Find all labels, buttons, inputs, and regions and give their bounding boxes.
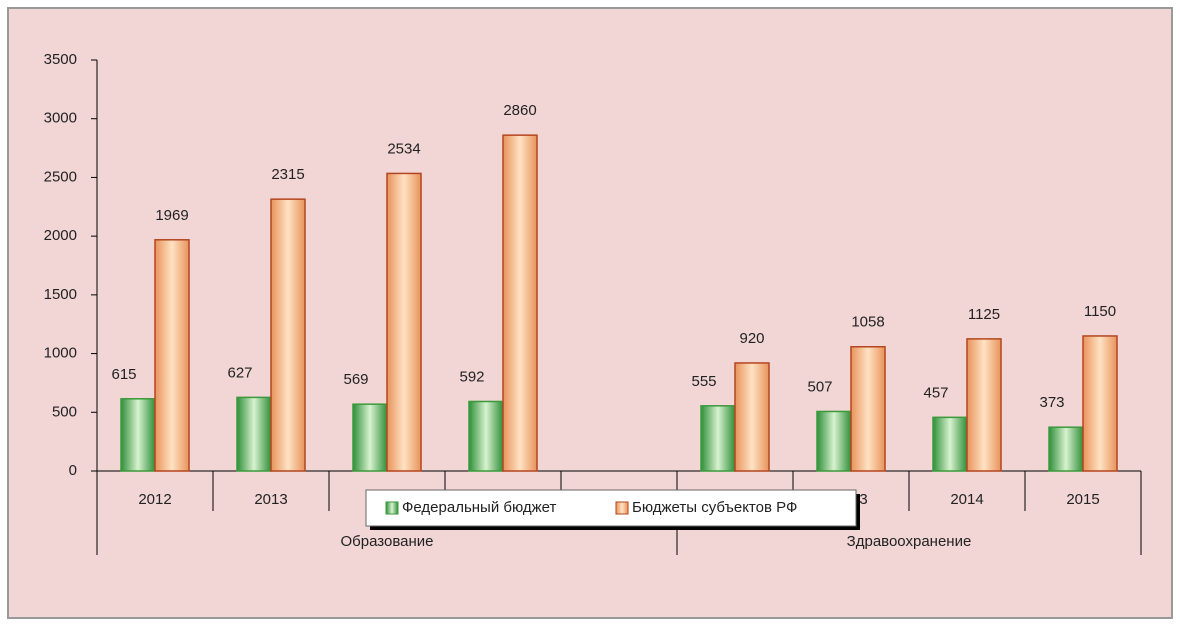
y-tick-label: 3000: [44, 110, 77, 127]
bar: [850, 346, 886, 472]
legend-swatch: [385, 501, 399, 515]
bar: [932, 416, 968, 472]
group-label: Образование: [341, 533, 434, 550]
data-label: 1125: [968, 306, 1000, 323]
data-label: 1150: [1084, 303, 1116, 320]
data-label: 920: [739, 330, 764, 347]
data-label: 1969: [155, 207, 188, 224]
x-tick-label: 2012: [138, 491, 171, 508]
legend: [365, 489, 857, 527]
data-label: 2315: [271, 166, 304, 183]
bar: [502, 134, 538, 472]
bar: [386, 172, 422, 472]
data-label: 569: [343, 371, 368, 388]
bar: [1082, 335, 1118, 472]
bar: [734, 362, 770, 472]
data-label: 507: [807, 378, 832, 395]
y-tick-label: 2000: [44, 227, 77, 244]
data-label: 457: [923, 384, 948, 401]
data-label: 555: [691, 373, 716, 390]
bar: [120, 398, 156, 472]
y-tick-label: 1500: [44, 286, 77, 303]
data-label: 373: [1039, 394, 1064, 411]
bar: [816, 410, 852, 472]
bar: [468, 400, 504, 472]
data-label: 627: [227, 364, 252, 381]
legend-label: Бюджеты субъектов РФ: [632, 499, 797, 516]
group-label: Здравоохранение: [847, 533, 972, 550]
y-tick-label: 3500: [44, 51, 77, 68]
bar: [352, 403, 388, 472]
bar: [700, 405, 736, 472]
y-tick-label: 0: [69, 462, 77, 479]
data-label: 615: [111, 366, 136, 383]
data-label: 2534: [387, 140, 420, 157]
y-tick-label: 2500: [44, 168, 77, 185]
x-tick-label: 2013: [254, 491, 287, 508]
data-label: 592: [459, 368, 484, 385]
x-tick-label: 2015: [1066, 491, 1099, 508]
y-tick-label: 1000: [44, 345, 77, 362]
data-label: 2860: [503, 102, 536, 119]
bar: [154, 239, 190, 472]
legend-label: Федеральный бюджет: [402, 499, 557, 516]
data-label: 1058: [851, 314, 884, 331]
bar: [966, 338, 1002, 472]
bar: [1048, 426, 1084, 472]
bar: [236, 396, 272, 472]
x-tick-label: 2014: [950, 491, 983, 508]
legend-swatch: [615, 501, 629, 515]
bar: [270, 198, 306, 472]
y-tick-label: 500: [52, 403, 77, 420]
